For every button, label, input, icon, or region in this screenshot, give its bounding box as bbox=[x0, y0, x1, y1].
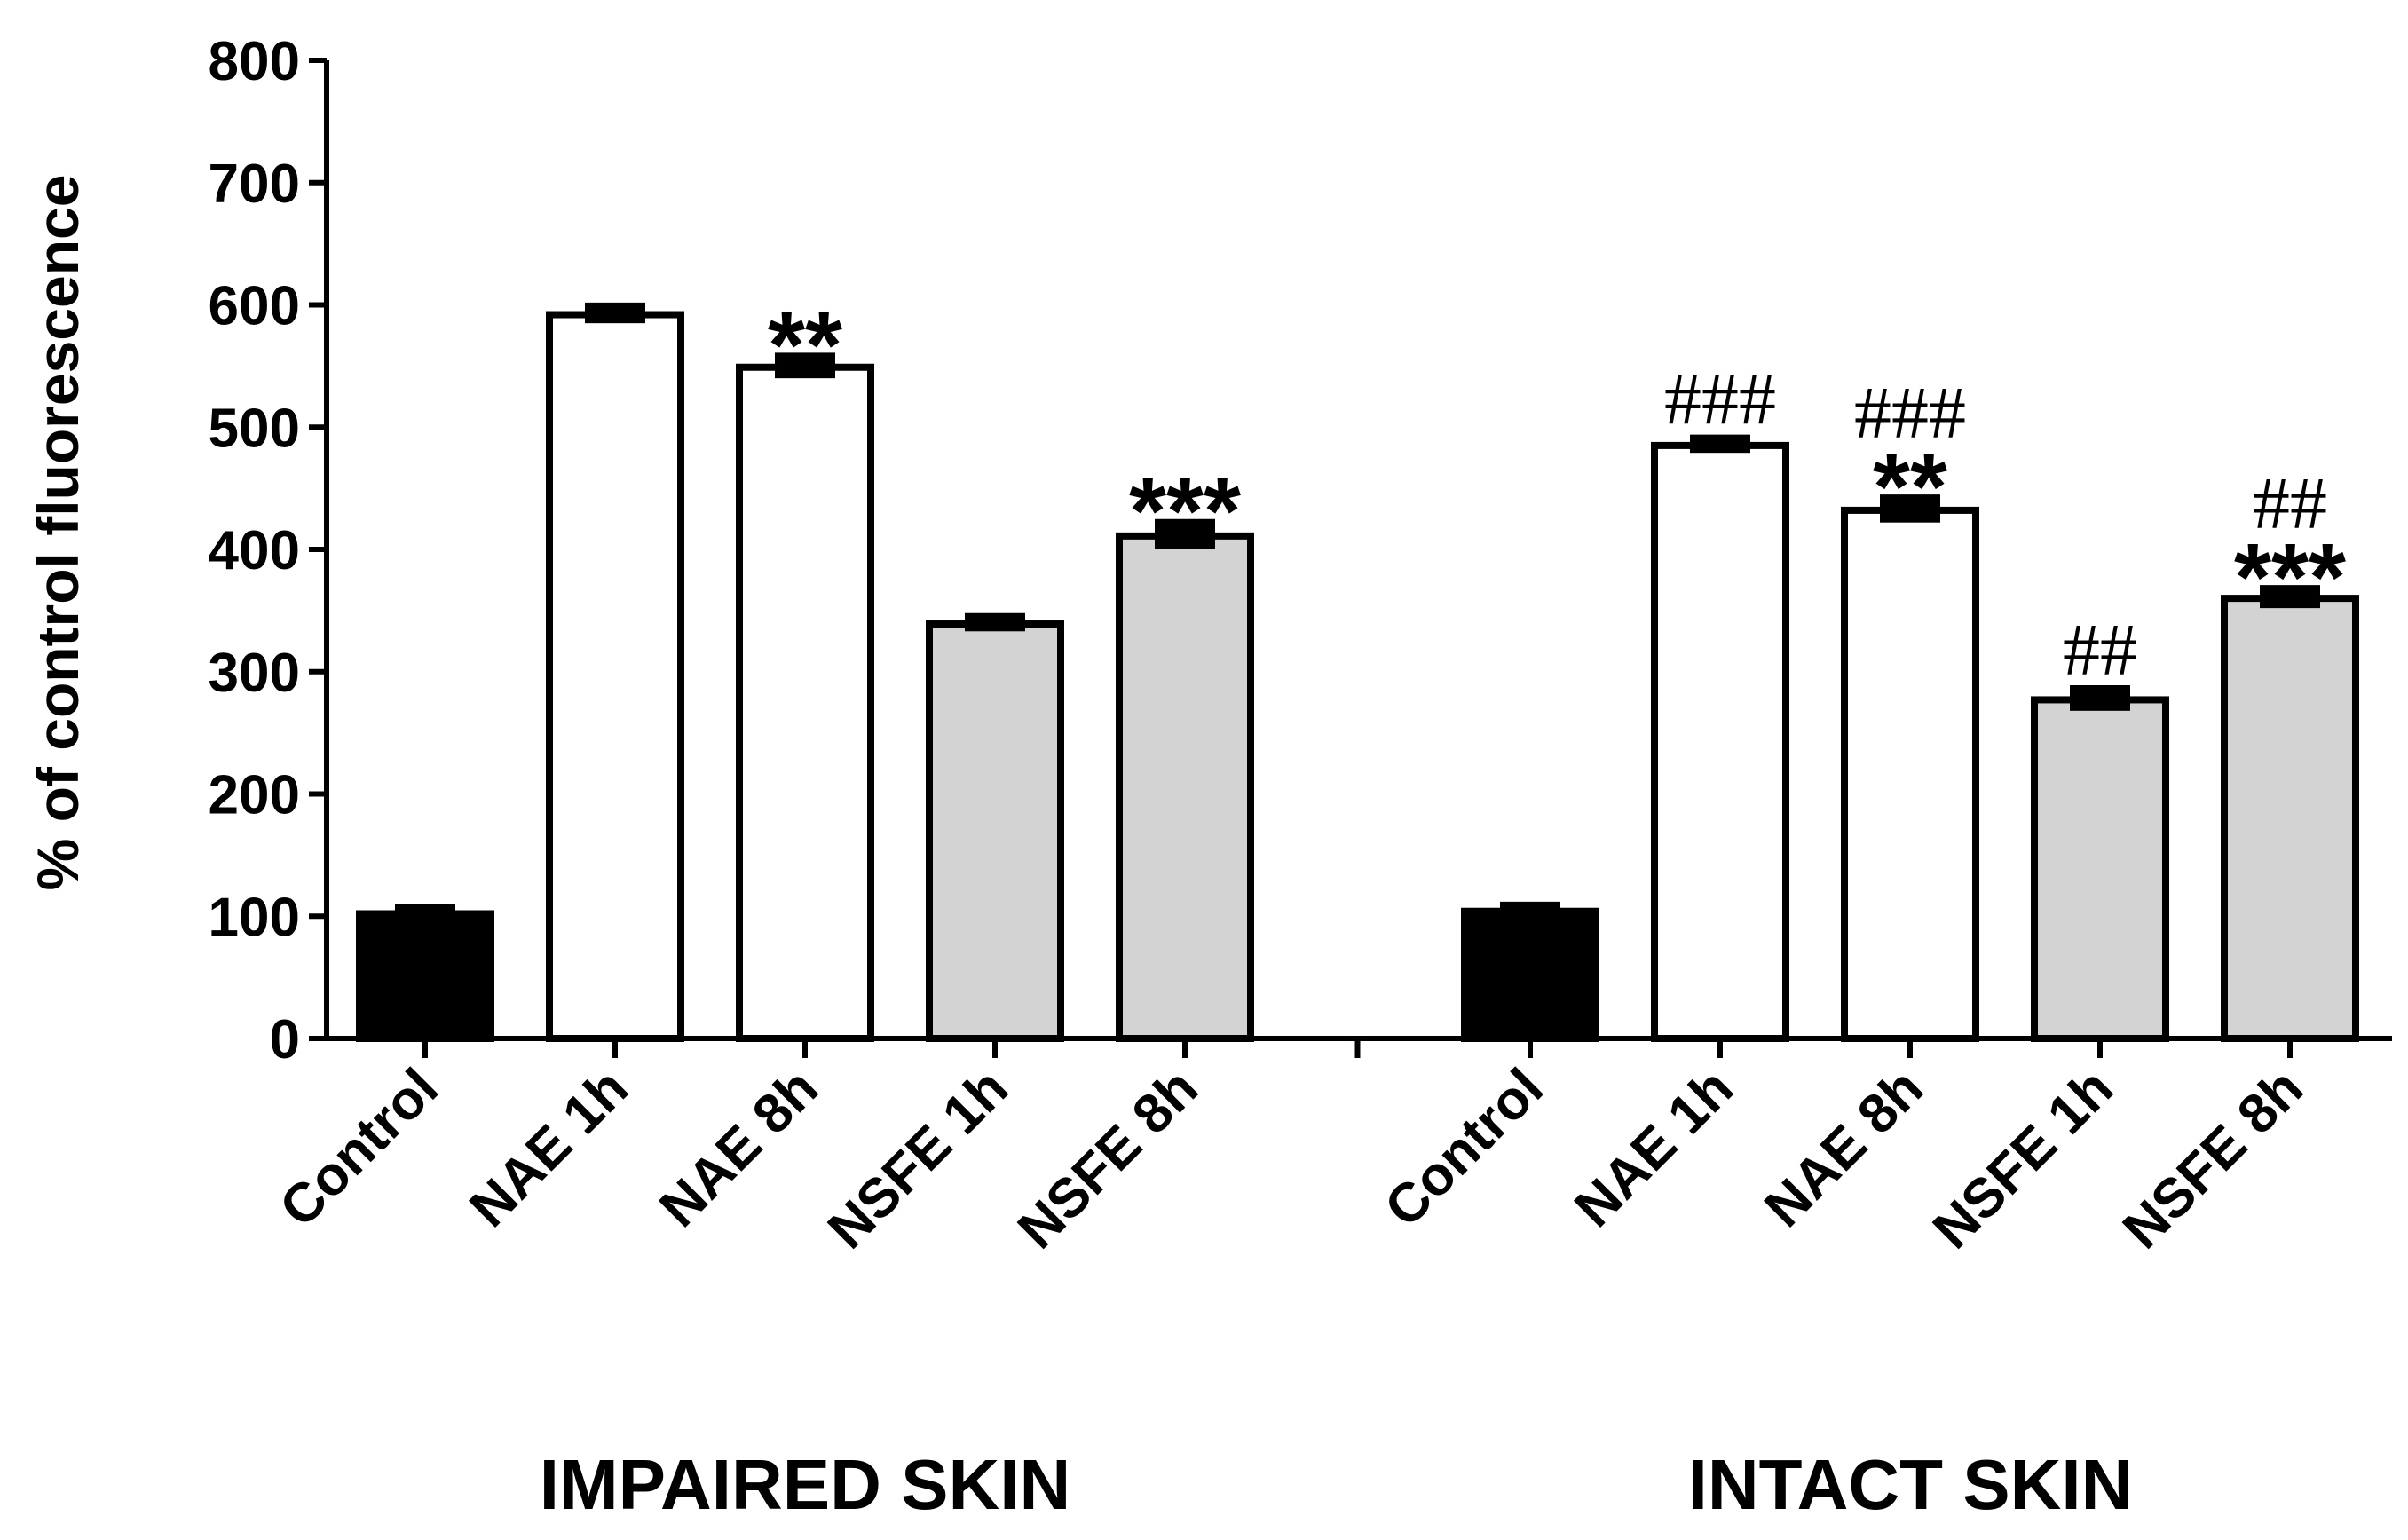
category-label: NAE 1h bbox=[458, 1057, 640, 1239]
bar bbox=[2221, 595, 2359, 1042]
category-label: NSFE 1h bbox=[817, 1057, 1020, 1260]
bar bbox=[926, 620, 1064, 1043]
significance-stars: *** bbox=[1129, 457, 1241, 565]
bar bbox=[736, 363, 874, 1042]
bar bbox=[546, 311, 684, 1042]
group-label: IMPAIRED SKIN bbox=[540, 1445, 1071, 1524]
bar bbox=[1841, 506, 1979, 1042]
y-tick-label: 700 bbox=[209, 154, 300, 215]
error-bar bbox=[1155, 522, 1215, 549]
category-label: NAE 8h bbox=[1753, 1057, 1935, 1239]
category-label: NSFE 8h bbox=[1007, 1057, 1210, 1260]
y-tick-label: 200 bbox=[209, 765, 300, 826]
significance-stars: ** bbox=[768, 290, 842, 398]
group-label: INTACT SKIN bbox=[1688, 1445, 2133, 1524]
error-bar bbox=[2070, 689, 2130, 711]
error-bar bbox=[1880, 498, 1940, 523]
bar bbox=[1461, 907, 1599, 1042]
category-label: Control bbox=[268, 1057, 450, 1239]
y-tick-label: 600 bbox=[209, 276, 300, 337]
y-tick-label: 0 bbox=[270, 1009, 300, 1070]
y-tick-label: 300 bbox=[209, 643, 300, 704]
error-bar bbox=[2260, 588, 2320, 609]
significance-hashes: ## bbox=[2063, 609, 2137, 691]
significance-hashes: ### bbox=[1854, 372, 1966, 454]
error-bar bbox=[775, 356, 835, 379]
category-label: NAE 8h bbox=[648, 1057, 830, 1239]
error-bar bbox=[1690, 438, 1750, 454]
category-label: NSFE 8h bbox=[2112, 1057, 2315, 1260]
bar bbox=[2031, 696, 2169, 1042]
bar bbox=[1116, 532, 1254, 1042]
y-tick-label: 500 bbox=[209, 398, 300, 459]
significance-hashes: ### bbox=[1664, 359, 1776, 441]
significance-stars: *** bbox=[2234, 523, 2346, 630]
category-label: NSFE 1h bbox=[1922, 1057, 2125, 1260]
y-tick-label: 800 bbox=[209, 31, 300, 92]
significance-stars: ** bbox=[1873, 432, 1947, 540]
bar bbox=[356, 910, 494, 1042]
category-label: NAE 1h bbox=[1563, 1057, 1745, 1239]
error-bar bbox=[965, 616, 1025, 632]
significance-hashes: ## bbox=[2253, 462, 2327, 545]
y-tick-label: 100 bbox=[209, 887, 300, 948]
bar bbox=[1651, 441, 1789, 1043]
category-label: Control bbox=[1373, 1057, 1555, 1239]
error-bar bbox=[585, 305, 645, 324]
y-axis-title: % of control fluorescence bbox=[25, 175, 91, 891]
y-tick-label: 400 bbox=[209, 520, 300, 581]
bars bbox=[356, 302, 2359, 1043]
